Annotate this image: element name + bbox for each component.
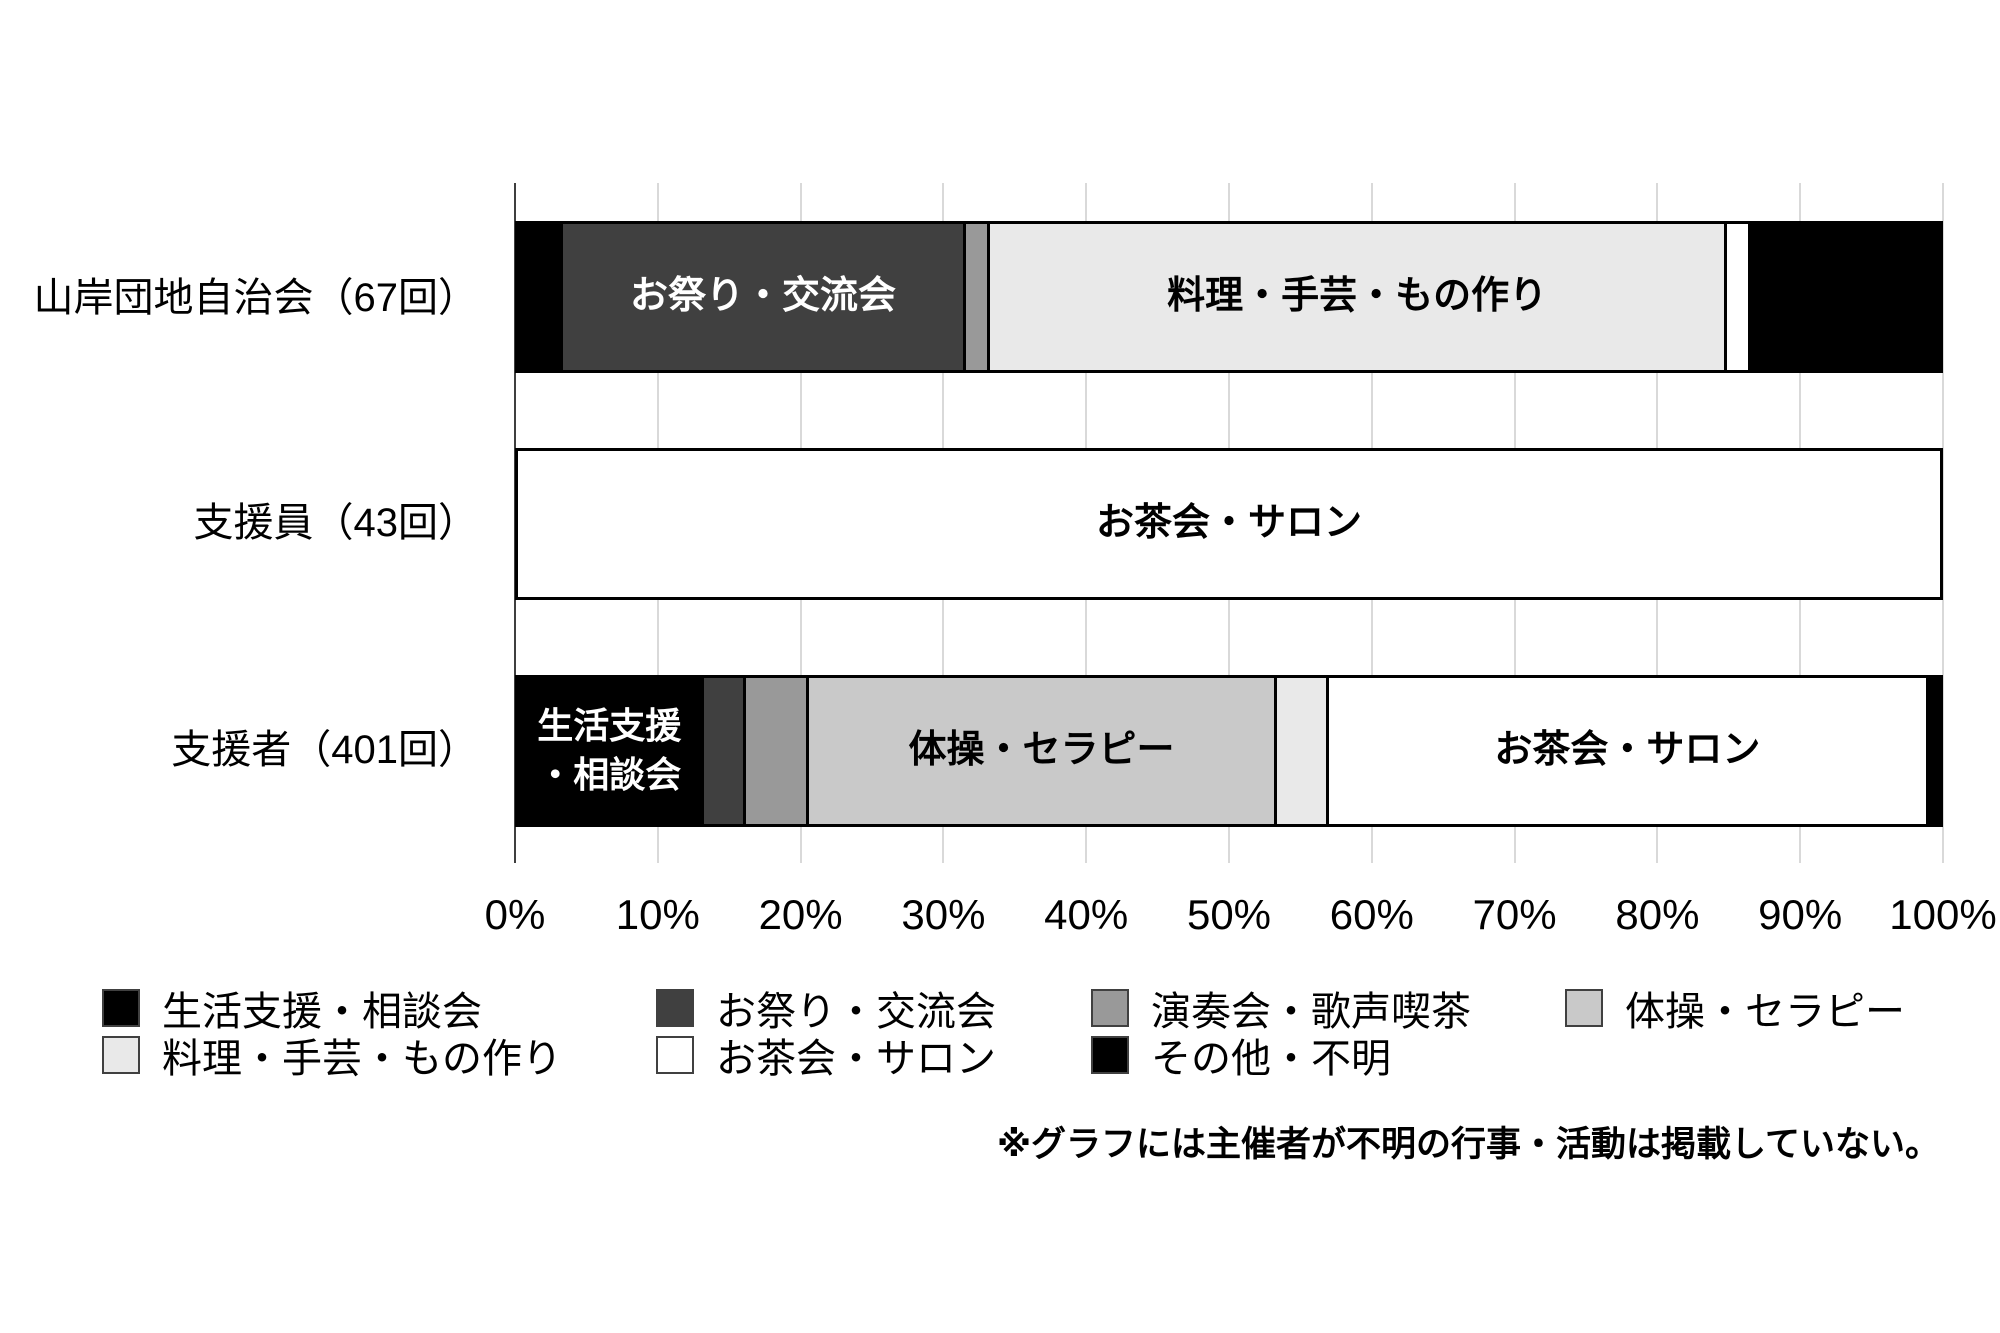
x-axis: 0% 10% 20% 30% 40% 50% 60% 70% 80% 90% 100% (485, 891, 1997, 945)
legend-swatch (102, 989, 140, 1027)
legend-item: その他・不明 (1091, 1033, 1391, 1081)
x-tick-label: 30% (901, 891, 986, 938)
category-label: 支援者（401回） (171, 728, 478, 772)
legend-swatch (1565, 989, 1603, 1027)
category-label: 支援員（43回） (193, 501, 479, 545)
legend-swatch (656, 1036, 694, 1074)
bar-segment-label: 生活支援 ・相談会 (537, 702, 681, 799)
bar-segment: お茶会・サロン (1326, 678, 1926, 824)
x-tick-label: 20% (758, 891, 843, 938)
bar-segment (518, 224, 561, 370)
legend-label: その他・不明 (1151, 1037, 1391, 1081)
x-tick-label: 50% (1186, 891, 1272, 938)
bar-segment (700, 678, 743, 824)
bar-segment (1925, 678, 1940, 824)
chart-footnote: ※グラフには主催者が不明の行事・活動は掲載していない。 (997, 1125, 1940, 1164)
bar-segment (962, 224, 987, 370)
bar-segment: 生活支援 ・相談会 (518, 678, 701, 824)
legend-swatch (1091, 989, 1129, 1027)
bar-segment: 料理・手芸・もの作り (986, 224, 1725, 370)
legend-label: 料理・手芸・もの作り (162, 1037, 562, 1081)
legend-swatch (1091, 1036, 1129, 1074)
gridline (1942, 183, 1944, 863)
legend-item: 生活支援・相談会 (102, 986, 482, 1034)
legend-label: 体操・セラピー (1625, 990, 1905, 1034)
x-tick-label: 70% (1472, 891, 1557, 938)
x-tick-label: 0% (484, 891, 546, 938)
legend-item: 演奏会・歌声喫茶 (1091, 986, 1471, 1034)
x-tick-label: 80% (1615, 891, 1700, 938)
legend-swatch (656, 989, 694, 1027)
x-tick-label: 10% (615, 891, 700, 938)
legend-item: お茶会・サロン (656, 1033, 996, 1081)
bar-row: 生活支援・相談会 体操・セラピー お茶会・サロン (515, 675, 1943, 827)
bar-segment: お祭り・交流会 (560, 224, 963, 370)
plot-area: お祭り・交流会 料理・手芸・もの作り お茶会・サロン 生活支援 ・相談会 体操・セラピーお… (514, 183, 1944, 863)
bar-segment-label: お茶会・サロン (1095, 502, 1362, 545)
legend-item: 料理・手芸・もの作り (102, 1033, 562, 1081)
bar-segment-label: 体操・セラピー (908, 729, 1175, 772)
x-tick-label: 100% (1889, 891, 1997, 938)
legend-swatch (102, 1036, 140, 1074)
bar-segment-label: お茶会・サロン (1494, 729, 1761, 772)
legend-item: 体操・セラピー (1565, 986, 1905, 1034)
x-tick-label: 60% (1329, 891, 1414, 938)
bar-segment-label: 料理・手芸・もの作り (1167, 275, 1548, 318)
bar-segment (1273, 678, 1327, 824)
legend-label: 演奏会・歌声喫茶 (1151, 990, 1471, 1034)
bar-row: お祭り・交流会 料理・手芸・もの作り (515, 221, 1943, 373)
bar-segment: 体操・セラピー (806, 678, 1274, 824)
legend-label: お茶会・サロン (716, 1037, 996, 1081)
bar-segment (742, 678, 807, 824)
legend-label: お祭り・交流会 (716, 990, 996, 1034)
bar-segment-label-line: 生活支援 (537, 705, 682, 747)
legend-item: お祭り・交流会 (656, 986, 996, 1034)
legend-label: 生活支援・相談会 (162, 990, 482, 1034)
bar-segment-label: お祭り・交流会 (629, 275, 896, 318)
x-tick-label: 90% (1758, 891, 1843, 938)
bar-segment: お茶会・サロン (518, 451, 1940, 597)
bar-segment-label-line: ・相談会 (537, 754, 682, 795)
x-tick-label: 40% (1044, 891, 1129, 938)
bar-row: お茶会・サロン (515, 448, 1943, 600)
bar-segment (1724, 224, 1749, 370)
category-label: 山岸団地自治会（67回） (33, 276, 479, 320)
bar-segment (1748, 224, 1940, 370)
